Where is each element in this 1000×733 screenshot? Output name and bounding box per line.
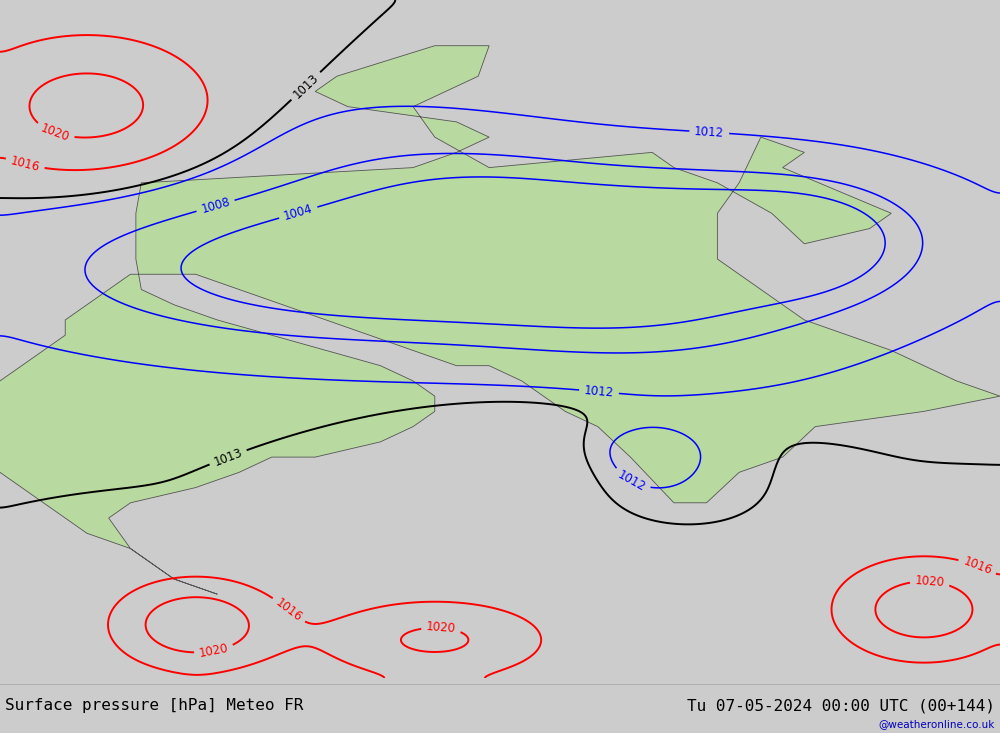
Text: Surface pressure [hPa] Meteo FR: Surface pressure [hPa] Meteo FR xyxy=(5,698,303,713)
Text: 1012: 1012 xyxy=(584,384,614,399)
Text: @weatheronline.co.uk: @weatheronline.co.uk xyxy=(879,718,995,729)
Text: 1008: 1008 xyxy=(200,196,232,216)
Text: Tu 07-05-2024 00:00 UTC (00+144): Tu 07-05-2024 00:00 UTC (00+144) xyxy=(687,698,995,713)
Text: 1020: 1020 xyxy=(915,574,945,589)
Text: 1020: 1020 xyxy=(426,621,456,636)
Text: 1012: 1012 xyxy=(616,468,648,494)
Text: 1004: 1004 xyxy=(282,202,314,223)
Text: 1016: 1016 xyxy=(9,154,41,174)
Text: 1013: 1013 xyxy=(212,446,244,468)
Text: 1016: 1016 xyxy=(273,596,305,625)
Text: 1020: 1020 xyxy=(198,641,230,660)
Text: 1012: 1012 xyxy=(694,125,725,140)
Polygon shape xyxy=(0,45,1000,594)
Text: 1020: 1020 xyxy=(39,122,71,144)
Text: 1016: 1016 xyxy=(961,555,994,578)
Text: 1013: 1013 xyxy=(291,71,321,101)
